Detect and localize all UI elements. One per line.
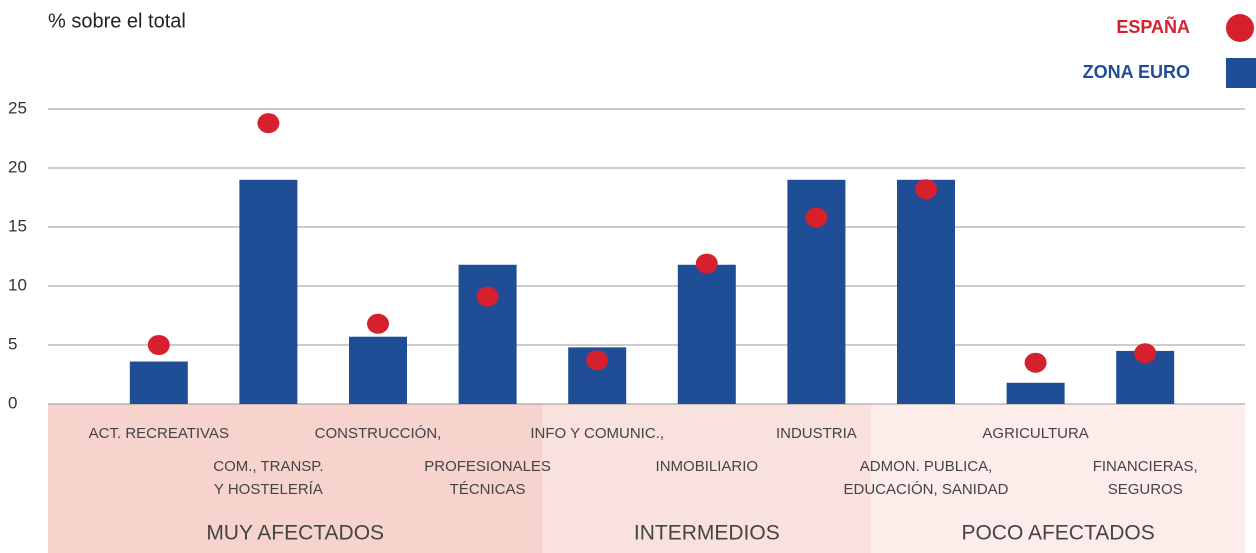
y-tick-label: 25 (8, 98, 27, 117)
dot (1134, 343, 1157, 364)
x-tick-label: EDUCACIÓN, SANIDAD (843, 481, 1008, 498)
x-tick-label: COM., TRANSP. (213, 458, 323, 475)
dot (1024, 352, 1047, 373)
x-tick-label: INFO Y COMUNIC., (530, 425, 664, 442)
y-tick-label: 0 (8, 393, 17, 412)
x-tick-label: AGRICULTURA (982, 425, 1088, 442)
group-label: INTERMEDIOS (634, 522, 780, 545)
bar (349, 336, 407, 404)
x-tick-label: Y HOSTELERÍA (214, 481, 323, 498)
x-tick-label: CONSTRUCCIÓN, (315, 425, 442, 442)
group-band (48, 404, 543, 553)
dot (147, 335, 170, 355)
x-tick-label: INMOBILIARIO (656, 458, 759, 475)
bar (677, 264, 736, 404)
dot (695, 253, 718, 274)
y-tick-label: 10 (8, 275, 27, 294)
group-band (542, 404, 872, 553)
legend-swatch (1226, 14, 1254, 42)
bar (1006, 382, 1065, 404)
y-tick-label: 20 (8, 157, 27, 176)
dot (915, 179, 937, 200)
dot (476, 286, 499, 307)
bar (239, 179, 298, 404)
legend-label: ZONA EURO (1083, 62, 1190, 82)
legend-swatch (1226, 58, 1256, 88)
x-tick-label: INDUSTRIA (776, 425, 857, 442)
x-tick-label: ACT. RECREATIVAS (89, 425, 229, 442)
y-tick-label: 5 (8, 334, 17, 353)
bar (458, 264, 517, 404)
group-label: MUY AFECTADOS (206, 522, 384, 545)
dot (805, 207, 828, 228)
group-label: POCO AFECTADOS (961, 522, 1154, 545)
bar (897, 179, 955, 404)
dot (367, 313, 389, 334)
x-tick-label: PROFESIONALES (424, 458, 551, 475)
x-tick-label: TÉCNICAS (450, 481, 526, 498)
dot (586, 350, 609, 371)
x-tick-label: FINANCIERAS, (1093, 458, 1198, 475)
bar (129, 361, 188, 404)
y-tick-label: 15 (8, 216, 27, 235)
chart-title: % sobre el total (48, 10, 186, 32)
x-tick-label: ADMON. PUBLICA, (860, 458, 993, 475)
legend-label: ESPAÑA (1116, 16, 1190, 37)
dot (257, 113, 280, 134)
x-tick-label: SEGUROS (1108, 481, 1183, 498)
group-band (871, 404, 1245, 553)
